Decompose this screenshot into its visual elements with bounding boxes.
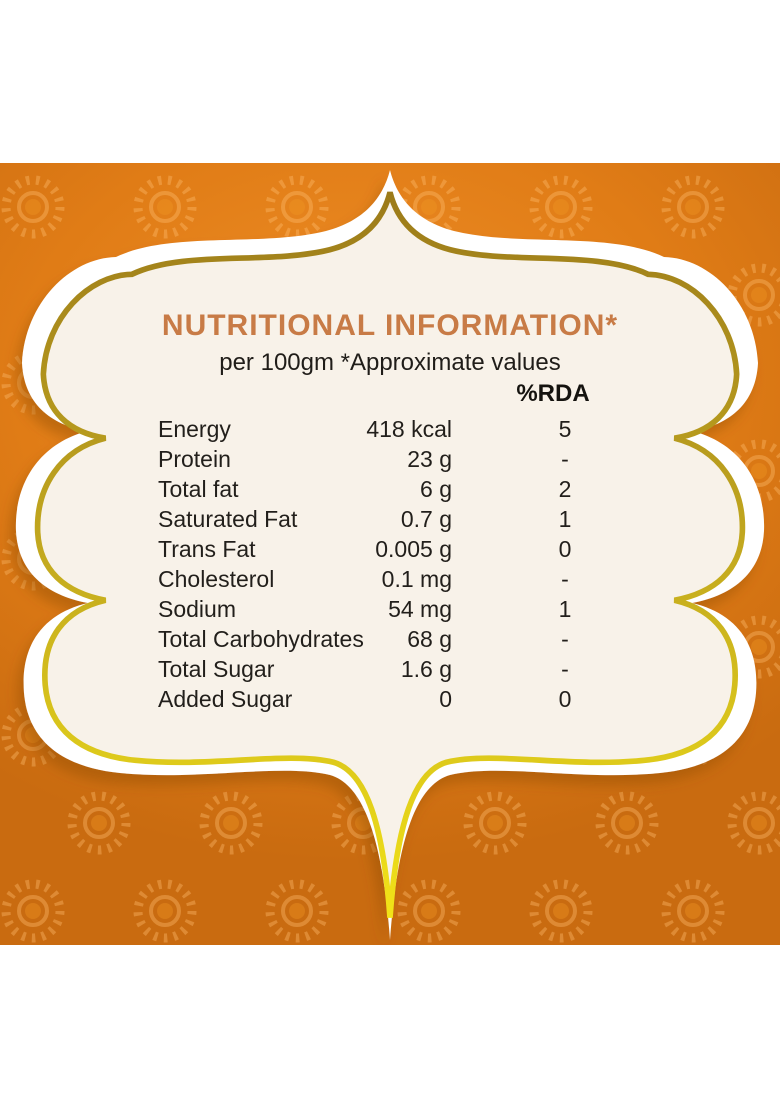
nutrient-name: Sodium [158,596,236,622]
table-row: Total fat 6 g 2 [158,474,698,504]
nutrient-rda: 0 [558,686,572,712]
rda-column-header: %RDA [516,380,590,407]
nutrient-rda: - [561,446,569,472]
table-row: Sodium 54 mg 1 [158,594,698,624]
label-frame-graphic [0,163,780,945]
label-content: NUTRITIONAL INFORMATION* per 100gm *Appr… [0,163,780,945]
bottom-white-margin [0,945,780,1108]
nutrition-table: Energy 418 kcal 5 Protein 23 g - Total fat 6 g 2… [158,414,698,714]
nutrient-value: 0.1 mg [381,566,452,592]
frame-gold-border [34,191,746,918]
nutrient-value: 0 [439,686,452,712]
nutrient-rda: - [561,566,569,592]
nutrient-name: Trans Fat [158,536,256,562]
nutrient-value: 0.005 g [375,536,452,562]
page-title: NUTRITIONAL INFORMATION* [161,309,619,342]
nutrient-name: Total Carbohydrates [158,626,364,652]
nutrient-value: 0.7 g [400,506,452,532]
nutrient-name: Total fat [158,476,239,502]
nutrient-value: 54 mg [388,596,452,622]
nutrient-name: Energy [158,416,231,442]
nutrient-rda: 1 [558,506,572,532]
table-row: Protein 23 g - [158,444,698,474]
nutrient-rda: - [561,656,569,682]
table-row: Total Carbohydrates 68 g - [158,624,698,654]
table-row: Added Sugar 0 0 [158,684,698,714]
orange-background-band: NUTRITIONAL INFORMATION* per 100gm *Appr… [0,163,780,945]
nutrient-name: Protein [158,446,231,472]
nutrient-rda: 2 [558,476,572,502]
nutrient-rda: 5 [558,416,572,442]
table-row: Energy 418 kcal 5 [158,414,698,444]
nutrient-name: Cholesterol [158,566,275,592]
serving-subtitle: per 100gm *Approximate values [219,349,561,376]
nutrient-value: 1.6 g [400,656,452,682]
table-row: Trans Fat 0.005 g 0 [158,534,698,564]
nutrient-rda: - [561,626,569,652]
nutrient-name: Added Sugar [158,686,293,712]
nutrient-name: Saturated Fat [158,506,298,532]
top-white-margin [0,0,780,163]
table-row: Cholesterol 0.1 mg - [158,564,698,594]
table-row: Total Sugar 1.6 g - [158,654,698,684]
nutrient-value: 418 kcal [366,416,452,442]
nutrient-value: 68 g [407,626,452,652]
nutrient-value: 23 g [407,446,452,472]
table-row: Saturated Fat 0.7 g 1 [158,504,698,534]
nutrient-name: Total Sugar [158,656,275,682]
nutrient-rda: 1 [558,596,572,622]
nutrient-rda: 0 [558,536,572,562]
nutrient-value: 6 g [420,476,452,502]
